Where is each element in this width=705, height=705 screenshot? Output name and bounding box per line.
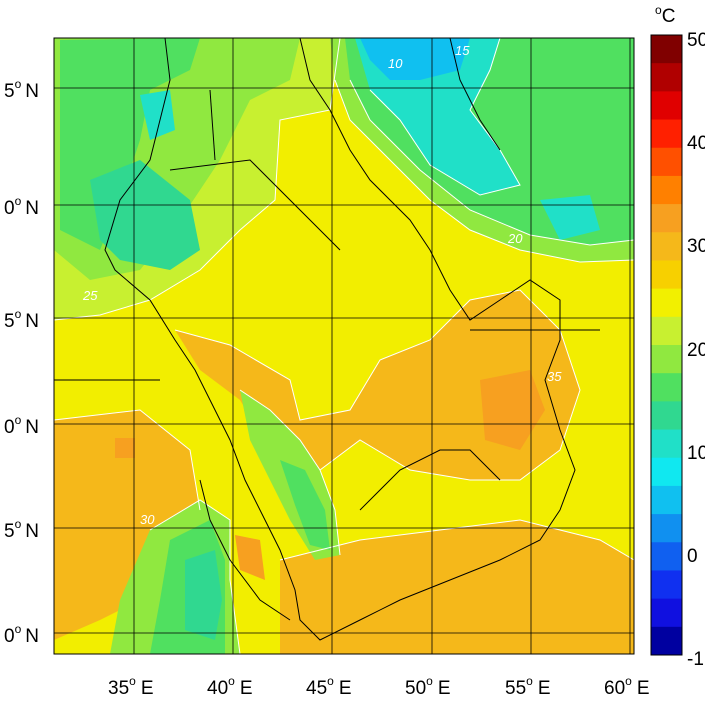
lat-tick-10: 0o N: [4, 622, 39, 647]
contour-label-30: 30: [140, 512, 155, 527]
lon-tick-60: 60o E: [604, 674, 650, 699]
colorbar-block: [651, 485, 682, 515]
colorbar-label-50: 50: [687, 30, 705, 51]
colorbar-block: [651, 542, 682, 571]
contour-label-group: 10 15 20 25 30 35: [82, 43, 562, 527]
contour-label-10: 10: [388, 56, 403, 71]
graticule: [54, 38, 634, 654]
lon-tick-55: 55o E: [505, 674, 551, 699]
lat-tick-15: 5o N: [4, 517, 39, 542]
colorbar-block: [651, 345, 682, 374]
map-plot-area: 10 15 20 25 30 35: [54, 38, 634, 654]
map-frame: [53, 37, 635, 655]
lon-tick-45: 45o E: [306, 674, 352, 699]
colorbar-block: [651, 401, 682, 431]
colorbar-block: [651, 429, 682, 459]
colorbar-block: [651, 63, 682, 92]
lon-tick-35: 35o E: [108, 674, 154, 699]
danakil-hot-patch: [235, 535, 265, 580]
colorbar-block: [651, 626, 682, 656]
colorbar-block: [651, 260, 682, 290]
lat-tick-35: 5o N: [4, 77, 39, 102]
iran-cyan-patch: [540, 195, 600, 240]
colorbar-block: [651, 570, 682, 600]
sudan-warm-zone: [54, 410, 200, 640]
levant-cyan-patch: [140, 90, 175, 140]
colorbar-label-10: 10: [687, 443, 705, 464]
lat-tick-30: 0o N: [4, 194, 39, 219]
lon-tick-50: 50o E: [405, 674, 451, 699]
colorbar-blocks: [651, 35, 682, 656]
zagros-blue-zone: [360, 38, 470, 80]
colorbar-label-0: 0: [687, 546, 698, 567]
colorbar-unit: oC: [655, 3, 675, 27]
colorbar-label-20: 20: [687, 340, 705, 361]
colorbar-block: [651, 204, 682, 233]
colorbar-block: [651, 598, 682, 628]
colorbar-label-30: 30: [687, 236, 705, 257]
yemen-green-zone: [280, 460, 330, 550]
colorbar-frame: [650, 34, 683, 656]
colorbar-block: [651, 35, 682, 64]
oman-hot-zone: [480, 370, 545, 450]
colorbar: oC 50 40 30 20 10 0 -1: [650, 3, 705, 670]
lat-tick-25: 5o N: [4, 307, 39, 332]
colorbar-labels: 50 40 30 20 10 0 -1: [687, 30, 705, 670]
colorbar-block: [651, 457, 682, 487]
colorbar-block: [651, 514, 682, 543]
contour-label-25: 25: [82, 288, 98, 303]
latitude-axis: 5o N 0o N 5o N 0o N 5o N 0o N: [4, 77, 39, 647]
colorbar-block: [651, 316, 682, 346]
ethiopia-teal-zone: [185, 550, 222, 640]
colorbar-label-neg: -1: [687, 649, 704, 670]
colorbar-block: [651, 288, 682, 318]
contour-label-20: 20: [507, 231, 523, 246]
contour-label-35: 35: [547, 369, 562, 384]
arabian-sea-warm-zone: [280, 520, 634, 654]
colorbar-block: [651, 175, 682, 205]
lon-tick-40: 40o E: [207, 674, 253, 699]
colorbar-block: [651, 232, 682, 261]
sudan-hot-patch: [115, 438, 135, 458]
contour-label-15: 15: [455, 43, 470, 58]
longitude-axis: 35o E 40o E 45o E 50o E 55o E 60o E: [108, 674, 650, 699]
colorbar-block: [651, 373, 682, 402]
colorbar-block: [651, 119, 682, 149]
lat-tick-20: 0o N: [4, 413, 39, 438]
colorbar-block: [651, 91, 682, 121]
colorbar-block: [651, 147, 682, 177]
coastlines-and-borders: [54, 38, 600, 641]
colorbar-label-40: 40: [687, 133, 705, 154]
levant-teal-zone: [90, 160, 200, 270]
